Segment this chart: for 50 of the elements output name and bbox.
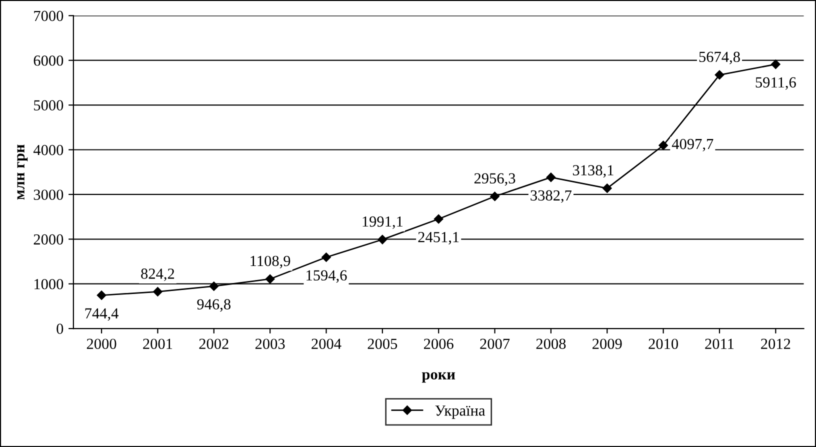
y-tick-label: 7000	[34, 10, 64, 22]
x-tick-label: 2005	[368, 338, 398, 350]
point	[602, 184, 612, 193]
data-label: 1991,1	[362, 216, 403, 229]
point	[771, 60, 780, 69]
point	[96, 290, 106, 300]
point	[265, 274, 275, 284]
point	[209, 282, 219, 291]
legend-label: Україна	[435, 406, 486, 419]
data-label: 1108,9	[250, 256, 290, 268]
x-tick-label: 2003	[255, 338, 285, 350]
x-tick-label: 2007	[480, 338, 510, 350]
y-axis-title: млн грн	[17, 144, 28, 200]
point	[546, 172, 556, 182]
data-label: 4097,7	[672, 138, 714, 152]
point	[378, 234, 388, 244]
data-label: 1594,6	[306, 270, 347, 283]
x-tick-label: 2010	[648, 338, 678, 350]
y-tick-label: 0	[56, 324, 64, 334]
data-label: 5911,6	[756, 77, 796, 90]
x-tick-label: 2002	[199, 338, 228, 350]
point	[434, 214, 444, 224]
x-tick-label: 2001	[143, 338, 172, 350]
data-label: 744,4	[85, 308, 118, 321]
x-tick-label: 2009	[592, 338, 622, 350]
data-label: 3138,1	[572, 165, 614, 178]
y-tick-label: 1000	[34, 278, 64, 290]
data-label: 3382,7	[530, 190, 572, 203]
data-label: 2956,3	[474, 173, 516, 186]
point	[658, 140, 668, 150]
x-axis-title: роки	[422, 372, 456, 383]
point	[322, 252, 331, 262]
x-tick-label: 2000	[86, 338, 116, 350]
point	[490, 192, 500, 202]
data-label: 946,8	[197, 299, 230, 312]
x-tick-label: 2006	[424, 338, 454, 350]
y-tick-label: 5000	[34, 100, 64, 110]
point	[714, 70, 724, 80]
x-tick-label: 2008	[536, 338, 566, 350]
x-tick-label: 2011	[705, 338, 734, 350]
data-label: 2451,1	[418, 232, 459, 244]
x-tick-label: 2004	[312, 338, 342, 350]
point	[153, 287, 162, 296]
data-label: 824,2	[141, 268, 174, 282]
data-label: 5674,8	[699, 52, 740, 64]
y-tick-label: 2000	[34, 234, 64, 245]
y-tick-label: 6000	[34, 55, 64, 66]
y-tick-label: 3000	[34, 190, 64, 200]
y-tick-label: 4000	[33, 144, 64, 156]
x-tick-label: 2012	[761, 338, 790, 350]
